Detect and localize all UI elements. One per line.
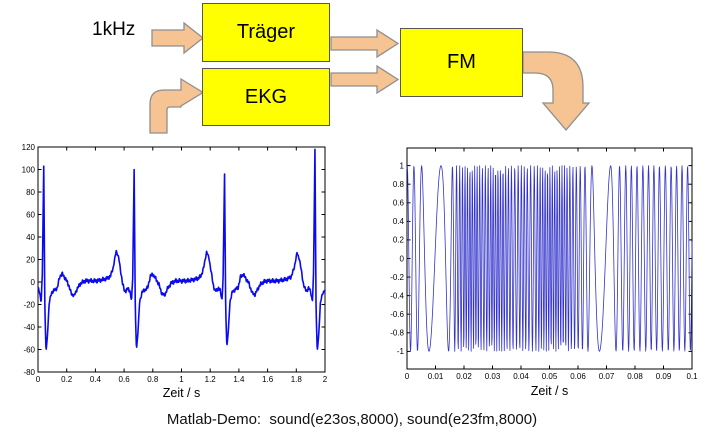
arrow-ekg-to-fm bbox=[330, 64, 400, 95]
x-tick-label: 0.2 bbox=[61, 375, 73, 384]
block-fm-label: FM bbox=[447, 51, 476, 73]
x-axis-label: Zeit / s bbox=[531, 384, 569, 398]
y-tick-label: -40 bbox=[23, 323, 35, 332]
y-tick-label: -20 bbox=[23, 300, 35, 309]
x-tick-label: 0.1 bbox=[686, 372, 698, 381]
y-tick-label: 120 bbox=[22, 143, 36, 152]
x-tick-label: 0.02 bbox=[456, 372, 472, 381]
arrow-traeger-to-fm bbox=[330, 28, 400, 59]
y-tick-label: 0 bbox=[400, 254, 405, 263]
x-tick-label: 0 bbox=[36, 375, 41, 384]
y-tick-label: -0.8 bbox=[390, 329, 404, 338]
block-traeger-label: Träger bbox=[236, 21, 296, 43]
block-traeger: Träger bbox=[202, 3, 330, 62]
y-tick-label: 1 bbox=[400, 161, 405, 170]
y-tick-label: 0.6 bbox=[393, 199, 405, 208]
x-tick-label: 1.2 bbox=[205, 375, 217, 384]
axes-frame bbox=[37, 146, 326, 373]
block-ekg-label: EKG bbox=[244, 85, 288, 108]
x-tick-label: 0.4 bbox=[90, 375, 102, 384]
y-tick-label: -1 bbox=[397, 347, 405, 356]
x-tick-label: 0.8 bbox=[147, 375, 159, 384]
y-tick-label: 0.4 bbox=[393, 217, 405, 226]
arrow-into-ekg bbox=[149, 77, 205, 134]
y-tick-label: 60 bbox=[26, 210, 35, 219]
x-tick-label: 0.01 bbox=[428, 372, 444, 381]
x-tick-label: 1.6 bbox=[262, 375, 274, 384]
block-ekg: EKG bbox=[202, 68, 330, 126]
y-tick-label: 80 bbox=[26, 188, 35, 197]
x-tick-label: 0.06 bbox=[570, 372, 586, 381]
x-tick-label: 1.4 bbox=[233, 375, 245, 384]
x-tick-label: 0.08 bbox=[627, 372, 643, 381]
ecg-plot: 0 0.2 0.4 0.6 0.8 1 1.2 1.4 1.6 1.8 2 -80 -60 -40 -20 0… bbox=[22, 143, 328, 400]
y-tick-label: -0.6 bbox=[390, 310, 404, 319]
x-tick-label: 0.6 bbox=[119, 375, 131, 384]
y-tick-label: -80 bbox=[23, 368, 35, 377]
diagram-arrows bbox=[149, 21, 591, 134]
caption: Matlab-Demo: sound(e23os,8000), sound(e2… bbox=[166, 411, 538, 428]
y-tick-label: 0.8 bbox=[393, 180, 405, 189]
x-tick-label: 0.09 bbox=[656, 372, 672, 381]
y-tick-label: 0 bbox=[31, 278, 36, 287]
y-tick-label: 100 bbox=[22, 165, 36, 174]
fm-plot: 0 0.01 0.02 0.03 0.04 0.05 0.06 0.07 0.08 0.09 0.1… bbox=[390, 147, 698, 398]
x-tick-label: 0.03 bbox=[485, 372, 501, 381]
y-tick-label: 20 bbox=[26, 255, 35, 264]
arrow-1khz-to-traeger bbox=[151, 21, 205, 55]
x-tick-label: 2 bbox=[323, 375, 328, 384]
input-frequency-label: 1kHz bbox=[92, 19, 136, 40]
y-tick-label: 0.2 bbox=[393, 236, 405, 245]
signal-trace bbox=[37, 148, 326, 350]
block-diagram: 1kHz Träger EKG FM bbox=[0, 0, 711, 140]
x-tick-label: 0 bbox=[405, 372, 410, 381]
signal-trace bbox=[406, 165, 693, 352]
x-tick-label: 1.8 bbox=[291, 375, 303, 384]
block-fm: FM bbox=[400, 28, 523, 97]
x-axis-label: Zeit / s bbox=[163, 386, 201, 400]
y-tick-label: -60 bbox=[23, 345, 35, 354]
x-tick-label: 0.05 bbox=[542, 372, 558, 381]
arrow-fm-output bbox=[522, 51, 591, 132]
y-tick-label: 40 bbox=[26, 233, 35, 242]
x-tick-label: 1 bbox=[179, 375, 184, 384]
y-tick-label: -0.2 bbox=[390, 273, 404, 282]
x-tick-label: 0.04 bbox=[513, 372, 529, 381]
x-tick-label: 0.07 bbox=[599, 372, 615, 381]
y-tick-label: -0.4 bbox=[390, 291, 404, 300]
